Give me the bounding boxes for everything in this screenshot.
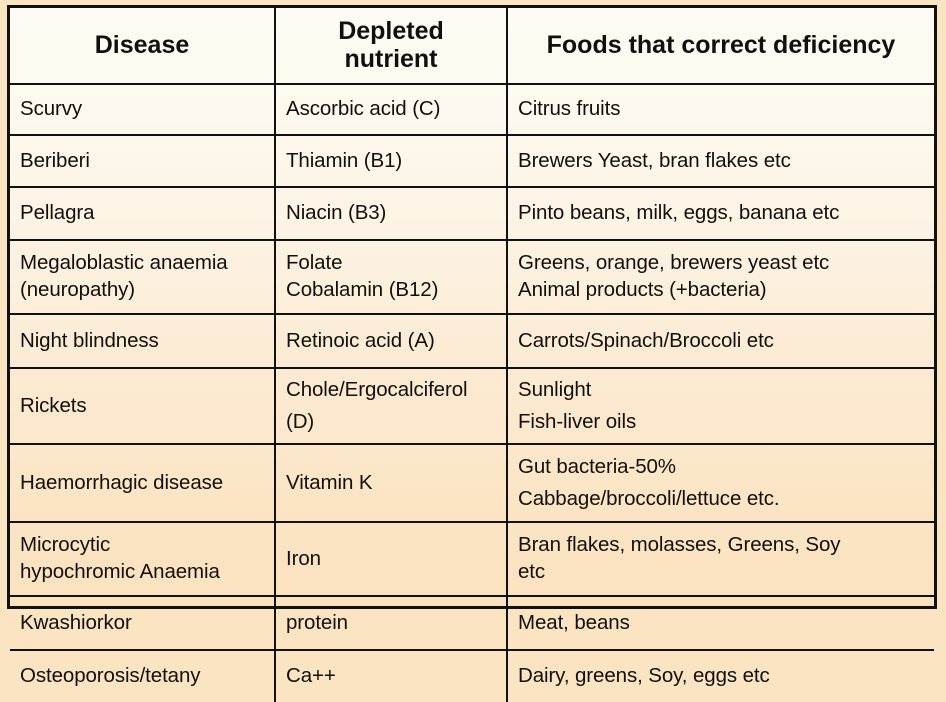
cell-disease: Megaloblastic anaemia (neuropathy) bbox=[10, 240, 276, 315]
cell-nutrient: Iron bbox=[275, 522, 508, 597]
cell-nutrient: Retinoic acid (A) bbox=[275, 314, 508, 369]
cell-text-line: Night blindness bbox=[20, 328, 159, 352]
cell-foods: Carrots/Spinach/Broccoli etc bbox=[507, 314, 934, 369]
cell-text-line: Folate bbox=[286, 251, 343, 275]
column-header-foods-line-1: Foods that correct deficiency bbox=[546, 30, 896, 59]
cell-foods: Brewers Yeast, bran flakes etc bbox=[507, 135, 934, 188]
table-row: Haemorrhagic disease Vitamin K Gut bacte… bbox=[10, 444, 934, 523]
cell-text-line: Cobalamin (B12) bbox=[286, 278, 439, 301]
cell-text-line: Bran flakes, molasses, Greens, Soy bbox=[518, 533, 841, 557]
cell-text-line: Pinto beans, milk, eggs, banana etc bbox=[518, 201, 840, 225]
cell-text-line: Carrots/Spinach/Broccoli etc bbox=[518, 328, 774, 352]
cell-text-line: Osteoporosis/tetany bbox=[20, 664, 201, 688]
cell-text-line: Retinoic acid (A) bbox=[286, 328, 435, 352]
cell-text-line: Beriberi bbox=[20, 148, 90, 172]
cell-disease: Osteoporosis/tetany bbox=[10, 650, 276, 702]
cell-text-line: Fish-liver oils bbox=[518, 410, 637, 433]
cell-nutrient: protein bbox=[275, 596, 508, 651]
cell-disease: Night blindness bbox=[10, 314, 276, 369]
cell-text-line: Microcytic bbox=[20, 533, 111, 557]
table-header: Disease Depleted nutrient Foods that cor… bbox=[10, 8, 934, 85]
cell-text-line: Iron bbox=[286, 546, 321, 570]
cell-disease: Kwashiorkor bbox=[10, 596, 276, 651]
cell-foods: Citrus fruits bbox=[507, 84, 934, 136]
table-row: Kwashiorkor protein Meat, beans bbox=[10, 596, 934, 651]
column-header-foods: Foods that correct deficiency bbox=[507, 8, 934, 85]
cell-disease: Beriberi bbox=[10, 135, 276, 188]
table-body: Scurvy Ascorbic acid (C) Citrus fruits B… bbox=[10, 84, 934, 702]
cell-text-line: Ascorbic acid (C) bbox=[286, 97, 441, 121]
cell-disease: Microcytic hypochromic Anaemia bbox=[10, 522, 276, 597]
table-row: Rickets Chole/Ergocalciferol (D) Sunligh… bbox=[10, 368, 934, 445]
cell-text-line: hypochromic Anaemia bbox=[20, 560, 220, 583]
cell-nutrient: Niacin (B3) bbox=[275, 187, 508, 241]
cell-foods: Sunlight Fish-liver oils bbox=[507, 368, 934, 445]
cell-foods: Greens, orange, brewers yeast etc Animal… bbox=[507, 240, 934, 315]
cell-text-line: Pellagra bbox=[20, 201, 95, 225]
cell-nutrient: Chole/Ergocalciferol (D) bbox=[275, 368, 508, 445]
cell-text-line: Chole/Ergocalciferol bbox=[286, 378, 468, 402]
cell-nutrient: Vitamin K bbox=[275, 444, 508, 523]
cell-text-line: Scurvy bbox=[20, 97, 83, 121]
vitamin-deficiency-table: Disease Depleted nutrient Foods that cor… bbox=[10, 8, 934, 702]
cell-text-line: Niacin (B3) bbox=[286, 201, 387, 225]
table-header-row: Disease Depleted nutrient Foods that cor… bbox=[10, 8, 934, 85]
cell-nutrient: Thiamin (B1) bbox=[275, 135, 508, 188]
cell-foods: Meat, beans bbox=[507, 596, 934, 651]
table-row: Pellagra Niacin (B3) Pinto beans, milk, … bbox=[10, 187, 934, 241]
cell-text-line: Animal products (+bacteria) bbox=[518, 278, 767, 301]
cell-text-line: Thiamin (B1) bbox=[286, 148, 403, 172]
table-row: Osteoporosis/tetany Ca++ Dairy, greens, … bbox=[10, 650, 934, 702]
cell-text-line: Greens, orange, brewers yeast etc bbox=[518, 251, 830, 275]
column-header-depleted-nutrient-line-2: nutrient bbox=[344, 44, 438, 73]
cell-text-line: Ca++ bbox=[286, 664, 336, 688]
column-header-disease-line-1: Disease bbox=[94, 30, 190, 59]
cell-text-line: Haemorrhagic disease bbox=[20, 471, 224, 495]
cell-nutrient: Ca++ bbox=[275, 650, 508, 702]
table-row: Microcytic hypochromic Anaemia Iron Bran… bbox=[10, 522, 934, 597]
cell-foods: Dairy, greens, Soy, eggs etc bbox=[507, 650, 934, 702]
cell-nutrient: Folate Cobalamin (B12) bbox=[275, 240, 508, 315]
cell-foods: Pinto beans, milk, eggs, banana etc bbox=[507, 187, 934, 241]
cell-disease: Rickets bbox=[10, 368, 276, 445]
cell-foods: Bran flakes, molasses, Greens, Soy etc bbox=[507, 522, 934, 597]
cell-disease: Haemorrhagic disease bbox=[10, 444, 276, 523]
cell-text-line: Citrus fruits bbox=[518, 97, 621, 121]
table-row: Beriberi Thiamin (B1) Brewers Yeast, bra… bbox=[10, 135, 934, 188]
cell-disease: Scurvy bbox=[10, 84, 276, 136]
cell-disease: Pellagra bbox=[10, 187, 276, 241]
table-row: Megaloblastic anaemia (neuropathy) Folat… bbox=[10, 240, 934, 315]
table-row: Night blindness Retinoic acid (A) Carrot… bbox=[10, 314, 934, 369]
cell-text-line: Gut bacteria-50% bbox=[518, 455, 676, 479]
cell-text-line: (D) bbox=[286, 410, 315, 433]
cell-text-line: Dairy, greens, Soy, eggs etc bbox=[518, 664, 770, 688]
column-header-disease: Disease bbox=[10, 8, 276, 85]
cell-text-line: (neuropathy) bbox=[20, 278, 136, 301]
column-header-depleted-nutrient: Depleted nutrient bbox=[275, 8, 508, 85]
cell-text-line: Sunlight bbox=[518, 378, 592, 402]
column-header-depleted-nutrient-line-1: Depleted bbox=[338, 16, 444, 45]
cell-text-line: Rickets bbox=[20, 394, 87, 418]
deficiency-table-container: Disease Depleted nutrient Foods that cor… bbox=[7, 5, 937, 702]
cell-nutrient: Ascorbic acid (C) bbox=[275, 84, 508, 136]
table-row: Scurvy Ascorbic acid (C) Citrus fruits bbox=[10, 84, 934, 136]
cell-text-line: etc bbox=[518, 560, 546, 583]
cell-foods: Gut bacteria-50% Cabbage/broccoli/lettuc… bbox=[507, 444, 934, 523]
cell-text-line: Megaloblastic anaemia bbox=[20, 251, 228, 275]
cell-text-line: Cabbage/broccoli/lettuce etc. bbox=[518, 487, 780, 510]
cell-text-line: Brewers Yeast, bran flakes etc bbox=[518, 148, 791, 172]
cell-text-line: Vitamin K bbox=[286, 471, 373, 495]
